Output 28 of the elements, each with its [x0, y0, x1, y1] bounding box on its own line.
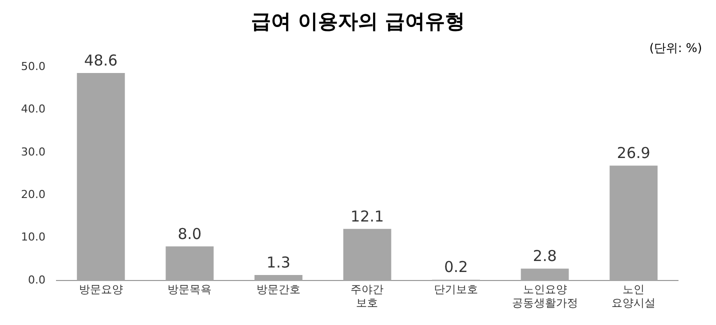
data-label: 8.0: [178, 224, 202, 243]
y-tick-label: 20.0: [20, 188, 46, 202]
data-label: 26.9: [616, 144, 650, 162]
y-tick-label: 40.0: [20, 102, 46, 116]
data-label: 12.1: [350, 207, 384, 226]
data-label: 2.8: [532, 247, 557, 266]
x-tick-label: 단기보호: [434, 283, 478, 296]
bar: [610, 166, 658, 281]
x-tick-label: 주야간 보호: [350, 283, 384, 310]
y-tick-label: 30.0: [20, 145, 46, 158]
bar: [520, 268, 569, 281]
data-label: 48.6: [84, 51, 118, 70]
data-label: 0.2: [444, 258, 468, 276]
x-tick-label: 방문간호: [256, 283, 300, 296]
text: (단위: %): [649, 40, 702, 57]
x-tick-label: 방문목욕: [168, 283, 212, 296]
x-tick-label: 노인요양 공동생활가정: [512, 283, 578, 310]
y-tick-label: 0.0: [28, 273, 46, 286]
data-label: 1.3: [266, 253, 290, 272]
bar: [254, 275, 302, 281]
y-tick-label: 50.0: [20, 60, 46, 73]
bar: [343, 228, 392, 281]
bar: [166, 246, 214, 281]
chart-title: 급여 이용자의 급여유형: [250, 8, 466, 35]
y-tick-label: 10.0: [20, 230, 46, 244]
bar: [76, 72, 125, 281]
x-tick-label: 방문요양: [78, 283, 123, 296]
x-tick-label: 노인 요양시설: [612, 283, 656, 310]
